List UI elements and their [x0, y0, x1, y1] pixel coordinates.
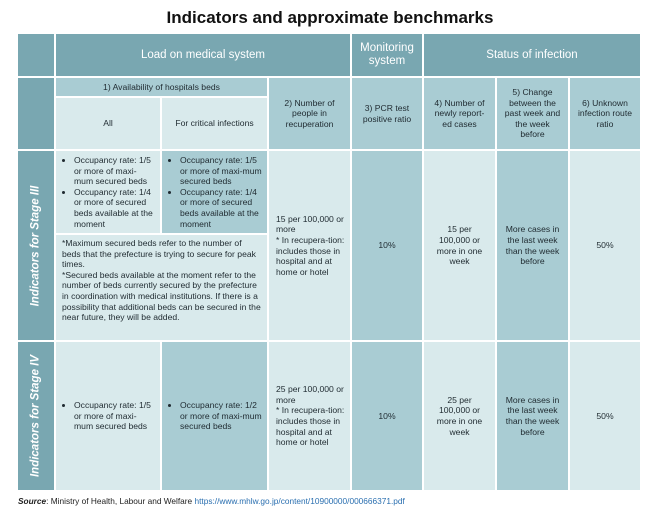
stage4-recuperation: 25 per 100,000 or more * In recupera-tio… — [269, 342, 352, 492]
source-label: Source — [18, 496, 47, 506]
stage4-label: Indicators for Stage IV — [29, 354, 42, 478]
stage3-beds-notes: *Maximum secured beds refer to the numbe… — [56, 235, 269, 342]
header-monitoring: Monitoring system — [352, 34, 424, 78]
header-recuperation: 2) Number of people in recuperation — [269, 78, 352, 151]
stage4-recuperation-note: * In recupera-tion: includes those in ho… — [276, 405, 345, 448]
corner-cell — [18, 34, 56, 78]
stage4-beds-critical: Occupancy rate: 1/2 or more of maxi-mum … — [162, 342, 269, 492]
header-beds: 1) Availability of hospitals beds — [56, 78, 269, 98]
stage3-unknown: 50% — [570, 151, 642, 342]
header-load: Load on medical system — [56, 34, 352, 78]
header-unknown: 6) Unknown infection route ratio — [570, 78, 642, 151]
stage3-pcr: 10% — [352, 151, 424, 342]
stage4-change: More cases in the last week than the wee… — [497, 342, 570, 492]
stage3-note-available-beds: *Secured beds available at the moment re… — [62, 269, 261, 323]
stage3-beds-all: Occupancy rate: 1/5 or more of maxi-mum … — [56, 151, 162, 235]
stage3-all-item: Occupancy rate: 1/4 or more of secured b… — [74, 187, 155, 229]
stage3-critical-item: Occupancy rate: 1/5 or more of maxi-mum … — [180, 155, 262, 187]
stage3-recuperation-value: 15 per 100,000 or more — [276, 213, 344, 235]
stage4-pcr: 10% — [352, 342, 424, 492]
stage3-label: Indicators for Stage III — [29, 185, 42, 306]
header-change: 5) Change between the past week and the … — [497, 78, 570, 151]
stage3-all-item: Occupancy rate: 1/5 or more of maxi-mum … — [74, 155, 155, 187]
stage4-critical-item: Occupancy rate: 1/2 or more of maxi-mum … — [180, 400, 262, 432]
header-pcr: 3) PCR test positive ratio — [352, 78, 424, 151]
stage4-all-item: Occupancy rate: 1/5 or more of maxi-mum … — [74, 400, 155, 432]
stage3-new-cases: 15 per 100,000 or more in one week — [424, 151, 497, 342]
stage4-beds-all: Occupancy rate: 1/5 or more of maxi-mum … — [56, 342, 162, 492]
stage4-unknown: 50% — [570, 342, 642, 492]
source-text: : Ministry of Health, Labour and Welfare — [46, 496, 195, 506]
source-line: Source: Ministry of Health, Labour and W… — [18, 496, 405, 506]
stage4-recuperation-value: 25 per 100,000 or more — [276, 384, 344, 405]
stage3-label-cell: Indicators for Stage III — [18, 151, 56, 342]
page-title: Indicators and approximate benchmarks — [166, 8, 494, 27]
header-status: Status of infection — [424, 34, 642, 78]
header-beds-critical: For critical infections — [162, 98, 269, 151]
stage3-note-max-beds: *Maximum secured beds refer to the numbe… — [62, 238, 256, 270]
stage3-recuperation-note: * In recupera-tion: includes those in ho… — [276, 234, 345, 277]
stage3-change: More cases in the last week than the wee… — [497, 151, 570, 342]
stage4-new-cases: 25 per 100,000 or more in one week — [424, 342, 497, 492]
stage3-critical-item: Occupancy rate: 1/4 or more of secured b… — [180, 187, 262, 229]
source-link[interactable]: https://www.mhlw.go.jp/content/10900000/… — [194, 496, 405, 506]
header-beds-all: All — [56, 98, 162, 151]
stage3-recuperation: 15 per 100,000 or more * In recupera-tio… — [269, 151, 352, 342]
side-header-spacer — [18, 78, 56, 151]
stage3-beds-critical: Occupancy rate: 1/5 or more of maxi-mum … — [162, 151, 269, 235]
stage4-label-cell: Indicators for Stage IV — [18, 342, 56, 492]
header-new-cases: 4) Number of newly report-ed cases — [424, 78, 497, 151]
